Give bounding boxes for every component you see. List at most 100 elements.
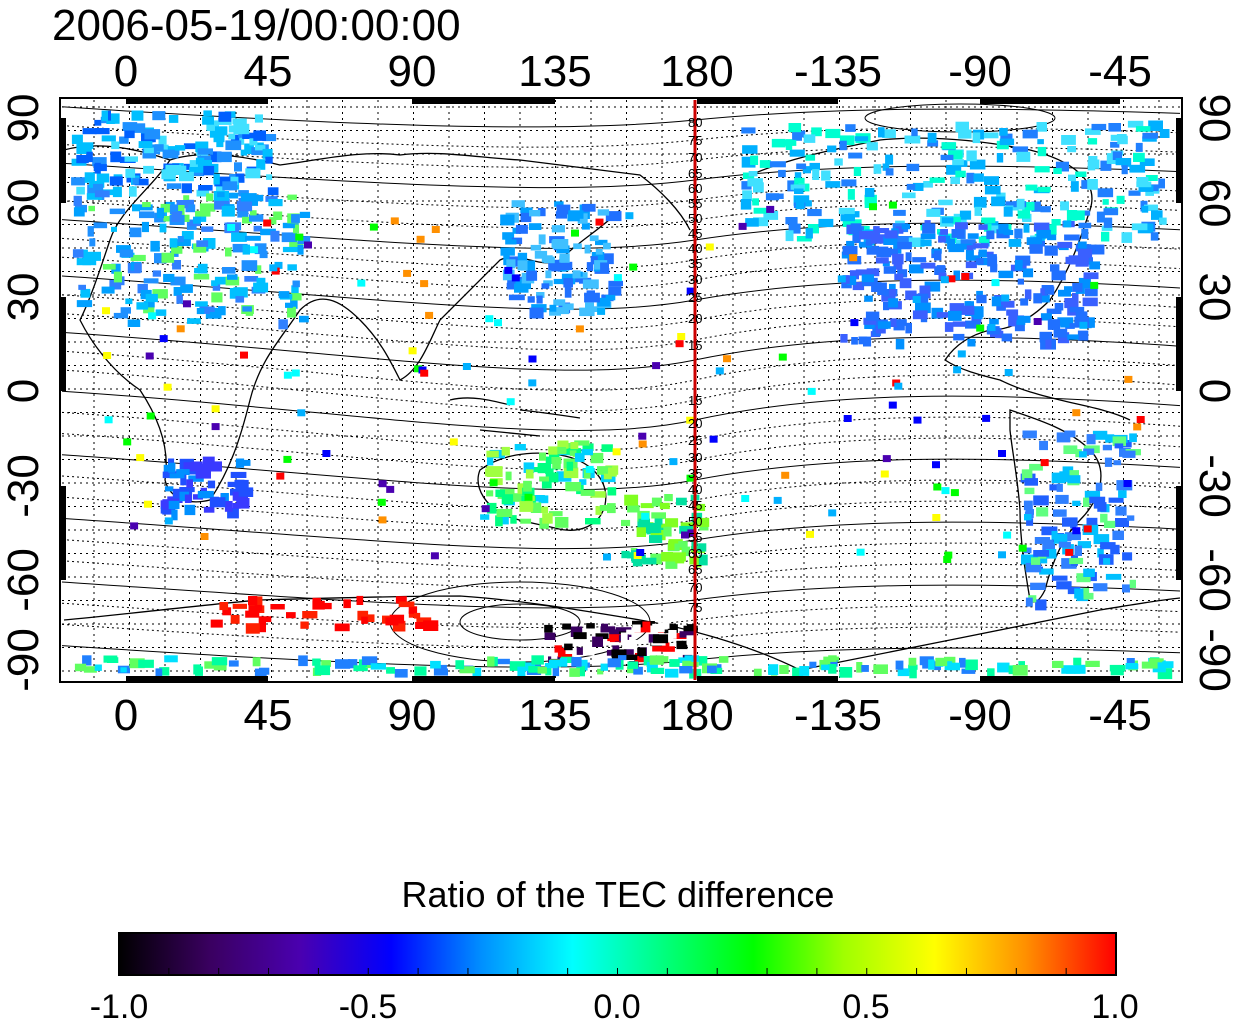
tec-data-cell xyxy=(214,276,230,285)
tec-data-cell xyxy=(204,661,216,669)
tec-data-cell xyxy=(637,647,647,657)
tec-data-cell xyxy=(821,664,830,671)
tec-data-cell xyxy=(517,260,528,271)
tec-data-cell xyxy=(1008,239,1022,247)
tec-data-cell xyxy=(517,252,528,262)
tec-data-cell xyxy=(169,238,178,248)
tec-data-cell xyxy=(245,610,260,618)
tec-data-cell xyxy=(965,320,981,329)
tec-data-cell xyxy=(605,294,616,301)
tec-data-cell xyxy=(998,223,1009,234)
tec-data-cell xyxy=(707,665,717,674)
tec-data-cell xyxy=(940,276,949,284)
tec-data-cell xyxy=(299,315,309,323)
tec-data-cell xyxy=(530,502,542,513)
contour-label: 30 xyxy=(688,450,702,465)
tec-data-cell xyxy=(947,238,955,250)
tec-data-cell xyxy=(652,362,661,370)
tec-data-cell xyxy=(132,204,140,212)
tec-data-cell xyxy=(495,489,505,497)
contour-label: 40 xyxy=(688,241,702,256)
tec-data-cell xyxy=(430,660,441,669)
tec-data-cell xyxy=(210,619,223,628)
tec-data-cell xyxy=(545,468,554,474)
tec-data-cell xyxy=(111,263,121,274)
tec-data-cell xyxy=(859,231,874,240)
tec-data-cell xyxy=(865,239,873,246)
tec-data-cell xyxy=(1103,217,1113,228)
tec-data-cell xyxy=(1133,423,1142,431)
tec-data-cell xyxy=(1045,339,1052,349)
contour-line xyxy=(61,560,1181,589)
tec-data-cell xyxy=(932,461,940,469)
tec-data-cell xyxy=(291,285,299,294)
tec-data-cell xyxy=(514,283,529,293)
tec-data-cell xyxy=(951,229,965,238)
tec-data-cell xyxy=(991,225,1001,234)
tec-data-cell xyxy=(851,219,862,226)
tec-data-cell xyxy=(597,297,611,307)
tec-data-cell xyxy=(638,432,647,440)
tec-data-cell xyxy=(629,263,638,271)
tec-data-cell xyxy=(556,204,571,215)
tec-data-cell xyxy=(991,279,1000,287)
tec-data-cell xyxy=(627,505,640,513)
tec-data-cell xyxy=(101,135,116,142)
tec-data-cell xyxy=(575,325,584,333)
tec-data-cell xyxy=(1036,507,1049,517)
tec-data-cell xyxy=(250,246,258,254)
y-tick-label: 0 xyxy=(0,379,48,403)
tec-data-cell xyxy=(987,324,996,331)
y-tick-label: -90 xyxy=(1190,628,1239,692)
tec-data-cell xyxy=(206,120,219,131)
tec-data-cell xyxy=(148,312,157,320)
tec-data-cell xyxy=(395,596,407,604)
tec-data-cell xyxy=(162,506,176,515)
tec-data-cell xyxy=(1025,562,1042,573)
tec-data-cell xyxy=(510,515,517,524)
tec-data-cell xyxy=(1003,300,1015,308)
tec-data-cell xyxy=(973,173,984,182)
tec-data-cell xyxy=(552,239,569,249)
y-tick-label: 90 xyxy=(1190,94,1239,143)
tec-data-cell xyxy=(218,111,232,122)
tec-data-cell xyxy=(176,325,185,333)
tec-data-cell xyxy=(185,204,196,213)
tec-data-cell xyxy=(696,503,706,511)
tec-data-cell xyxy=(1039,440,1048,451)
tec-data-cell xyxy=(169,251,179,257)
tec-data-cell xyxy=(557,440,569,449)
tec-data-cell xyxy=(304,241,312,249)
tec-data-cell xyxy=(766,205,775,213)
tec-data-cell xyxy=(923,181,933,188)
tec-data-cell xyxy=(884,230,898,239)
tec-data-cell xyxy=(885,248,898,256)
tec-data-cell xyxy=(517,666,526,677)
tec-data-cell xyxy=(361,616,368,624)
colorbar-label: 0.0 xyxy=(593,988,640,1024)
tec-data-cell xyxy=(152,270,161,277)
tec-data-cell xyxy=(525,469,534,479)
contour-labels-south: 15 20 25 30 35 40 45 50 55 60 65 70 75 xyxy=(688,393,702,615)
tec-data-cell xyxy=(853,166,862,176)
contour-label: 30 xyxy=(688,272,702,287)
tec-data-cell xyxy=(155,668,163,676)
tec-data-cell xyxy=(224,501,233,512)
tec-data-cell xyxy=(957,350,966,358)
tec-data-cell xyxy=(145,352,154,360)
contour-label: 40 xyxy=(688,482,702,497)
tec-data-cell xyxy=(828,655,837,662)
tec-data-cell xyxy=(861,274,874,283)
tec-data-cell xyxy=(234,162,242,172)
tec-data-cell xyxy=(850,223,862,234)
tec-data-cell xyxy=(143,278,159,284)
tec-data-cell xyxy=(807,224,819,234)
tec-data-cell xyxy=(574,440,590,446)
colorbar-label: -1.0 xyxy=(90,988,149,1024)
tec-data-cell xyxy=(227,274,238,280)
tec-data-cell xyxy=(584,624,595,633)
axis-bar-segment xyxy=(412,676,555,682)
tec-data-cell xyxy=(841,281,852,289)
tec-data-cell xyxy=(912,296,921,303)
tec-data-cell xyxy=(300,621,309,629)
